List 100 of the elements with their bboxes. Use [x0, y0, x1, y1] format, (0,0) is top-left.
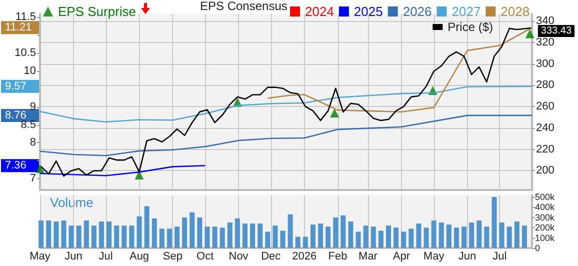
bar — [326, 226, 331, 248]
bar — [288, 214, 293, 248]
legend-label: 2026 — [402, 4, 432, 19]
point — [330, 108, 340, 118]
legend-label: 2025 — [354, 4, 383, 19]
bar — [250, 224, 256, 248]
x-tick-label: Mar — [358, 250, 378, 262]
legend-label: 2027 — [452, 4, 481, 19]
bar — [227, 222, 232, 248]
bar — [54, 222, 59, 248]
bar — [446, 224, 452, 248]
x-tick-label: Sep — [162, 250, 182, 262]
bar — [378, 230, 384, 248]
x-tick-label: May — [30, 250, 51, 262]
bar — [220, 228, 225, 248]
y2-tick-label: 280 — [536, 79, 554, 92]
bar — [462, 226, 467, 248]
y-tick-label: 10.5 — [14, 47, 36, 60]
y-tick-label: 300k — [535, 212, 556, 222]
y-tick-label: 10 — [24, 64, 36, 77]
y-tick-label: 0 — [535, 243, 540, 253]
bar — [76, 226, 82, 248]
y-tick-label: 8.5 — [20, 118, 36, 131]
x-tick-label: Jul — [492, 250, 507, 262]
bar — [197, 217, 202, 248]
bar — [46, 220, 52, 248]
bar — [242, 224, 248, 248]
y-axis-title: Volume — [50, 195, 94, 210]
bar — [114, 226, 120, 248]
legend-label: Price ($) — [448, 20, 494, 34]
bar — [454, 228, 459, 248]
bar — [333, 217, 338, 248]
bar — [152, 218, 157, 248]
bar — [416, 224, 422, 248]
bar — [386, 226, 391, 248]
bar — [99, 222, 104, 248]
bar — [61, 220, 66, 248]
point — [36, 164, 44, 174]
bar — [394, 228, 399, 248]
bar — [348, 222, 354, 248]
bar — [506, 226, 512, 248]
bar — [122, 226, 127, 248]
bar — [424, 228, 429, 248]
bar — [204, 226, 210, 248]
bar — [91, 226, 96, 248]
line-series — [39, 114, 533, 156]
bar — [356, 232, 361, 248]
bar — [499, 222, 504, 248]
bar — [469, 222, 474, 248]
bar — [84, 220, 89, 248]
y2-tick-label: 260 — [536, 100, 554, 113]
bar — [136, 216, 142, 248]
bar — [212, 226, 218, 248]
bar — [438, 222, 444, 248]
bar — [363, 226, 368, 248]
x-tick-label: Jul — [98, 250, 113, 262]
bar — [182, 217, 188, 248]
bar — [166, 228, 172, 248]
legend-label: 2024 — [305, 4, 334, 19]
bar — [431, 220, 436, 248]
y-tick-label: 7 — [30, 172, 36, 185]
y2-tick-label: 220 — [536, 143, 554, 156]
y2-tick-label: 320 — [536, 36, 554, 48]
y-tick-label: 11.5 — [15, 11, 36, 24]
legend-label: EPS Surprise — [58, 4, 136, 19]
x-tick-label: Nov — [228, 250, 249, 262]
x-tick-label: May — [423, 250, 445, 262]
data-label: 333.43 — [540, 25, 572, 36]
x-tick-label: 2026 — [292, 250, 317, 262]
x-tick-label: Feb — [328, 250, 348, 262]
bar — [68, 226, 74, 248]
y2-tick-label: 300 — [536, 58, 554, 70]
bar — [174, 226, 180, 248]
bar — [408, 228, 414, 248]
bar — [258, 224, 263, 248]
text: 11.21 — [5, 22, 32, 34]
y-tick-label: 500k — [535, 192, 556, 202]
bar — [159, 228, 164, 248]
x-tick-label: Apr — [392, 250, 410, 262]
y-tick-label: 8 — [30, 136, 36, 149]
bar — [310, 224, 316, 248]
bar — [401, 232, 406, 248]
text: 9.57 — [5, 80, 26, 92]
bar — [295, 236, 300, 248]
bar — [514, 222, 520, 248]
bar — [265, 232, 270, 248]
y2-tick-label: 240 — [536, 122, 554, 134]
bar — [38, 220, 44, 248]
bar — [234, 218, 240, 248]
x-tick-label: Dec — [261, 250, 282, 262]
legend-label: 2028 — [500, 4, 530, 19]
y-tick-label: 200k — [535, 222, 556, 233]
bar — [370, 226, 376, 248]
bar — [190, 212, 195, 248]
y2-tick-label: 340 — [536, 14, 554, 27]
point — [525, 29, 534, 38]
x-tick-label: Oct — [196, 250, 214, 262]
y2-tick-label: 200 — [536, 164, 554, 177]
bar — [129, 226, 134, 248]
x-tick-label: Jun — [64, 250, 82, 262]
